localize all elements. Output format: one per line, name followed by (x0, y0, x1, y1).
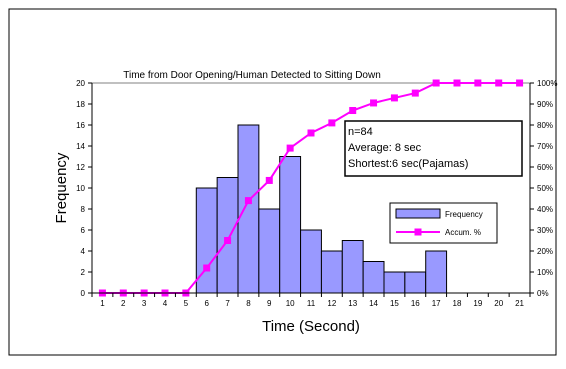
accum-marker (370, 99, 378, 107)
bar (216, 177, 239, 294)
y-tick-label: 16 (76, 121, 85, 130)
x-tick-label: 19 (473, 299, 482, 308)
y-tick-label: 18 (76, 100, 85, 109)
x-tick-label: 9 (267, 299, 272, 308)
x-tick-label: 1 (100, 299, 105, 308)
accum-marker (516, 79, 524, 87)
bar (258, 208, 281, 294)
y-axis-label: Frequency (53, 152, 70, 223)
y2-tick-label: 20% (537, 247, 553, 256)
bar (320, 250, 343, 294)
annotation-n: n=84 (348, 126, 373, 138)
accum-marker (224, 237, 232, 244)
bar (425, 250, 448, 294)
annotation-average: Average: 8 sec (348, 142, 422, 154)
y2-tick-label: 80% (537, 121, 553, 130)
x-tick-label: 10 (286, 299, 295, 308)
y-tick-label: 4 (81, 247, 86, 256)
annotation-shortest: Shortest:6 sec(Pajamas) (348, 158, 468, 170)
y-tick-label: 6 (81, 226, 86, 235)
x-tick-label: 17 (432, 299, 441, 308)
x-tick-label: 6 (204, 299, 209, 308)
accum-marker (453, 79, 461, 87)
y2-tick-label: 70% (537, 142, 553, 151)
accum-marker (432, 79, 440, 87)
accum-marker (411, 89, 419, 97)
y-tick-label: 8 (81, 205, 86, 214)
bar (237, 124, 260, 294)
bar (404, 271, 427, 294)
legend-accum-marker (414, 228, 422, 236)
bar (362, 261, 385, 294)
accum-marker (203, 264, 211, 272)
x-tick-label: 11 (307, 299, 316, 308)
accum-marker (495, 79, 503, 87)
y2-tick-label: 50% (537, 184, 553, 193)
chart-title: Time from Door Opening/Human Detected to… (123, 70, 381, 81)
y-tick-label: 14 (76, 142, 85, 151)
y-tick-label: 10 (76, 184, 85, 193)
y2-tick-label: 10% (537, 268, 553, 277)
x-tick-label: 18 (453, 299, 462, 308)
x-tick-label: 7 (225, 299, 230, 308)
x-tick-label: 16 (411, 299, 420, 308)
y-tick-label: 0 (81, 289, 86, 298)
x-tick-label: 21 (515, 299, 524, 308)
legend-frequency-swatch (395, 208, 441, 219)
y2-tick-label: 0% (537, 289, 549, 298)
legend-accum-label: Accum. % (445, 228, 481, 237)
bar (383, 271, 406, 294)
annotation-box: n=84 Average: 8 sec Shortest:6 sec(Pajam… (344, 120, 523, 177)
x-tick-label: 13 (348, 299, 357, 308)
x-tick-label: 20 (494, 299, 503, 308)
x-tick-label: 12 (327, 299, 336, 308)
y-tick-label: 2 (81, 268, 86, 277)
accum-marker (265, 176, 273, 184)
y2-tick-label: 40% (537, 205, 553, 214)
x-tick-label: 8 (246, 299, 251, 308)
y2-tick-label: 100% (537, 79, 557, 88)
x-tick-label: 5 (184, 299, 189, 308)
accum-marker (328, 119, 336, 127)
accum-marker (286, 144, 294, 152)
y-tick-label: 20 (76, 79, 85, 88)
accum-marker (474, 79, 482, 87)
legend-frequency-label: Frequency (445, 210, 483, 219)
y2-tick-label: 60% (537, 163, 553, 172)
y2-tick-label: 90% (537, 100, 553, 109)
y-tick-label: 12 (76, 163, 85, 172)
x-tick-label: 3 (142, 299, 147, 308)
bar (279, 156, 302, 294)
accum-marker (349, 107, 357, 115)
x-tick-label: 15 (390, 299, 399, 308)
bar (341, 240, 364, 294)
x-axis-label: Time (Second) (262, 318, 360, 335)
legend: Frequency Accum. % (389, 202, 498, 244)
x-tick-label: 14 (369, 299, 378, 308)
y2-tick-label: 30% (537, 226, 553, 235)
x-tick-label: 2 (121, 299, 126, 308)
x-tick-label: 4 (163, 299, 168, 308)
accum-marker (307, 129, 315, 137)
accum-marker (244, 197, 252, 205)
accum-marker (390, 94, 398, 102)
bar (300, 229, 322, 294)
